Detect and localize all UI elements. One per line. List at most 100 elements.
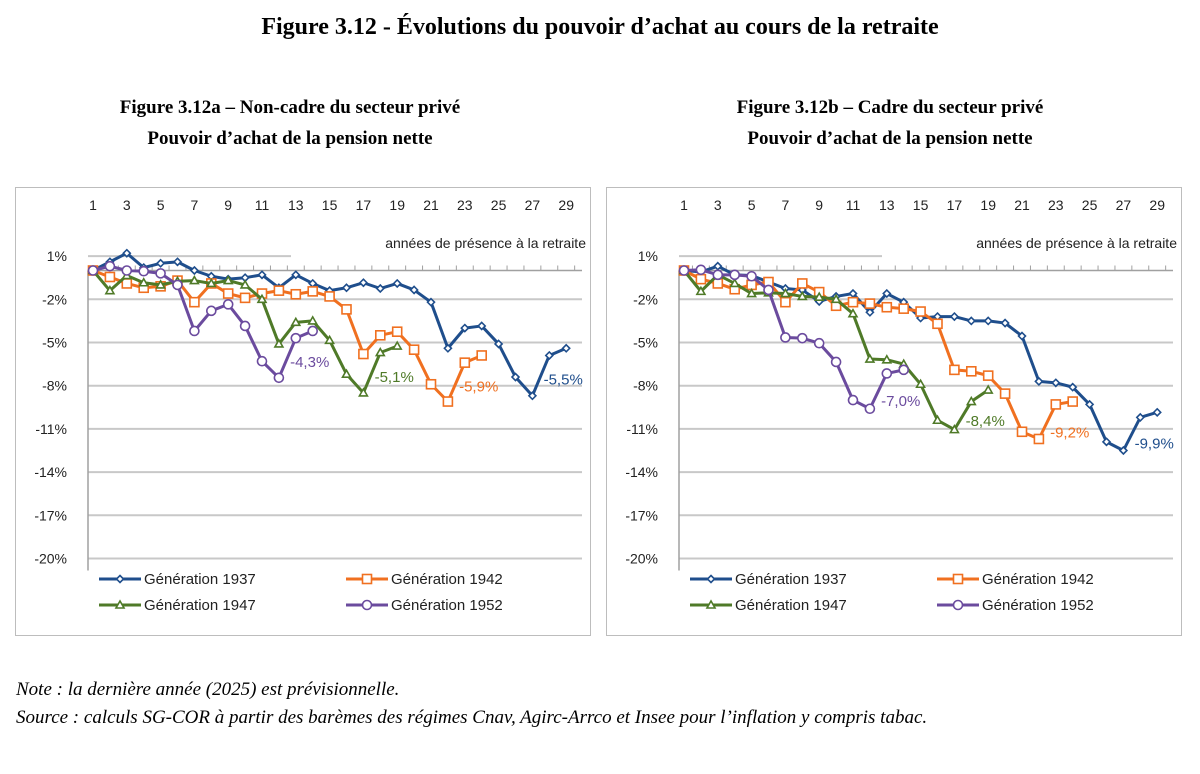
data-point-1952 (864, 403, 876, 415)
x-axis-label: années de présence à la retraite (976, 235, 1177, 251)
data-point-1942 (307, 286, 319, 297)
data-point-1952 (290, 332, 302, 344)
data-point-1942 (932, 318, 943, 330)
data-point-1937 (189, 265, 200, 276)
data-point-1947 (729, 277, 741, 288)
data-point-1942 (273, 285, 285, 296)
data-point-1937 (1118, 445, 1129, 456)
y-tick-label: 1% (47, 248, 67, 264)
data-point-1942 (864, 298, 876, 309)
data-point-1947 (949, 424, 960, 434)
chart-a: 1% -2% -5% -8% -11% -14% -17% -20% 1 3 5 7 9 11 13 15 17… (15, 187, 591, 636)
x-tick-label: 29 (558, 197, 574, 213)
x-tick-label: 27 (1116, 197, 1132, 213)
data-point-1942 (881, 301, 893, 313)
note-text: Note : la dernière année (2025) est prév… (16, 679, 400, 700)
data-point-1952 (729, 269, 740, 281)
data-point-1952 (695, 264, 707, 276)
x-tick-label: 19 (980, 197, 996, 213)
x-tick-label: 7 (782, 197, 790, 213)
data-point-1952 (830, 356, 842, 368)
data-point-1947 (881, 354, 893, 364)
data-point-1937 (155, 258, 166, 268)
end-label-1937: -5,5% (544, 371, 583, 388)
data-point-1937 (983, 316, 993, 326)
chart-b-subtitle: Pouvoir d’achat de la pension nette (747, 128, 1033, 149)
data-point-1937 (1135, 412, 1145, 423)
legend-label: Génération 1952 (391, 597, 503, 614)
y-tick-label: -17% (34, 507, 67, 523)
data-point-1947 (796, 290, 808, 301)
data-point-1952 (121, 265, 133, 276)
data-point-1952 (881, 368, 893, 379)
end-label-1942: -9,2% (1050, 425, 1089, 442)
data-point-1942 (965, 366, 977, 377)
end-label-1942: -5,9% (459, 378, 498, 395)
data-point-1942 (915, 306, 926, 317)
data-point-1952 (763, 284, 774, 296)
data-point-1942 (476, 350, 488, 361)
data-point-1947 (222, 274, 234, 285)
legend-label: Génération 1942 (982, 571, 1094, 588)
y-tick-label: -14% (34, 464, 67, 480)
data-point-1947 (847, 308, 859, 318)
y-tick-label: -20% (625, 551, 658, 567)
data-point-1937 (375, 283, 385, 294)
x-tick-label: 29 (1149, 197, 1165, 213)
data-point-1942 (290, 288, 302, 300)
data-point-1942 (189, 296, 200, 308)
data-point-1952 (256, 355, 268, 367)
y-tick-label: -14% (625, 464, 658, 480)
data-point-1937 (1034, 376, 1044, 387)
data-point-1937 (358, 278, 369, 288)
data-point-1942 (239, 292, 251, 304)
data-point-1937 (460, 323, 470, 333)
data-point-1952 (189, 325, 200, 337)
data-point-1942 (898, 303, 910, 314)
data-point-1942 (391, 326, 403, 337)
legend-marker-1942 (361, 573, 373, 585)
x-tick-label: 1 (89, 197, 97, 213)
legend-marker-1947 (114, 599, 126, 609)
data-point-1947 (138, 277, 150, 287)
x-tick-label: 21 (423, 197, 439, 213)
legend-marker-1937 (115, 574, 125, 584)
data-point-1937 (257, 270, 267, 280)
x-tick-label: 3 (714, 197, 722, 213)
data-point-1952 (239, 320, 251, 332)
legend-marker-1942 (952, 573, 964, 585)
legend-label: Génération 1947 (735, 597, 847, 614)
data-point-1937 (291, 270, 301, 280)
x-tick-label: 5 (748, 197, 756, 213)
data-point-1942 (797, 278, 808, 289)
y-tick-label: -11% (626, 421, 658, 437)
x-tick-label: 23 (457, 197, 473, 213)
data-point-1937 (966, 316, 976, 326)
data-point-1952 (813, 337, 825, 349)
x-tick-label: 1 (680, 197, 688, 213)
chart-a-title: Figure 3.12a – Non-cadre du secteur priv… (119, 97, 461, 118)
data-point-1937 (510, 372, 521, 382)
data-point-1952 (847, 394, 859, 406)
data-point-1937 (172, 257, 183, 267)
data-point-1947 (932, 414, 943, 425)
end-label-1947: -8,4% (966, 413, 1005, 430)
data-point-1942 (1033, 433, 1045, 445)
data-point-1942 (712, 278, 724, 289)
legend-label: Génération 1937 (144, 571, 256, 588)
data-point-1947 (307, 315, 319, 325)
legend-marker-1952 (361, 599, 373, 611)
legend-label: Génération 1937 (735, 571, 847, 588)
data-point-1942 (104, 271, 116, 283)
series-line-1942 (92, 269, 483, 404)
chart-b-plot: 1%-2%-5%-8%-11%-14%-17%-20%1 3 5 7 9 11 13 15 17… (625, 197, 1177, 614)
data-point-1947 (695, 285, 707, 296)
data-point-1947 (104, 285, 116, 295)
data-point-1947 (813, 291, 825, 301)
x-tick-label: 13 (288, 197, 304, 213)
x-tick-label: 13 (879, 197, 895, 213)
end-label-1937: -9,9% (1135, 435, 1174, 452)
data-point-1937 (1068, 382, 1078, 392)
x-tick-label: 9 (224, 197, 232, 213)
data-point-1942 (324, 291, 335, 302)
